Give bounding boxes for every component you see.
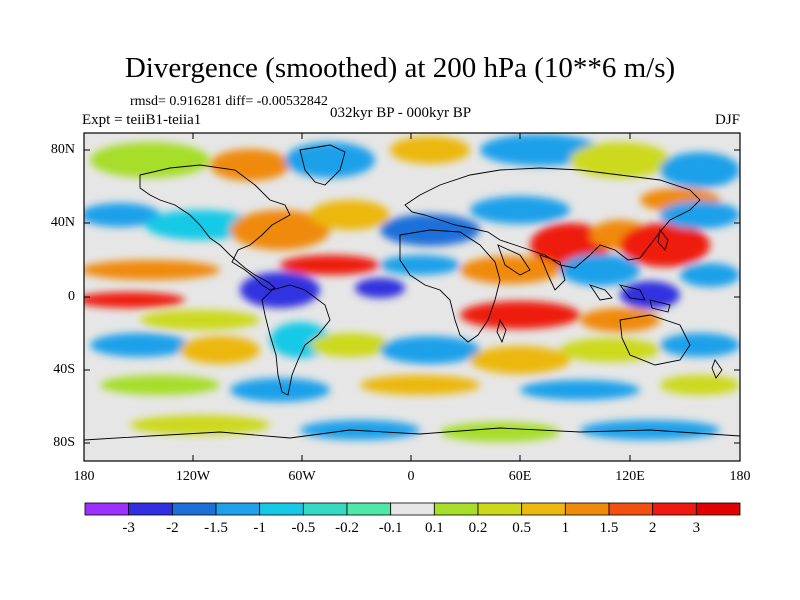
colorbar-swatch [84,502,130,516]
lon-label: 60W [288,469,316,484]
colorbar-label: 0.5 [512,520,532,536]
colorbar-label: -0.5 [291,520,316,536]
colorbar-label: 1 [561,520,570,536]
colorbar-swatch [346,502,392,516]
colorbar-swatch [652,502,697,516]
colorbar-label: -3 [122,520,135,536]
colorbar-label: -1 [253,520,266,536]
colorbar-label: -2 [166,520,179,536]
lat-label: 40S [53,362,75,377]
colorbar-label: -0.1 [378,520,403,536]
colorbar-swatch [477,502,523,516]
lat-label: 0 [68,289,75,304]
rmsd-text: rmsd= 0.916281 diff= -0.00532842 [130,94,328,109]
colorbar-swatch [608,502,654,516]
colorbar-swatch [390,502,435,516]
coastlines [84,144,740,441]
lat-label: 40N [50,215,75,230]
lat-label: 80N [50,142,75,157]
colorbar-label: 1.5 [599,520,619,536]
season-text: DJF [714,112,740,128]
map-field [84,133,740,461]
colorbar [84,502,741,516]
period-text: 032kyr BP - 000kyr BP [330,105,472,121]
colorbar-label: -0.2 [335,520,359,536]
colorbar-swatch [215,502,261,516]
colorbar-label: 2 [648,520,657,536]
map-title: Divergence (smoothed) at 200 hPa (10**6 … [124,52,676,84]
colorbar-swatch [171,502,217,516]
colorbar-label: 0.1 [424,520,444,536]
colorbar-label: 0.2 [468,520,488,536]
lon-label: 180 [729,469,751,484]
colorbar-swatch [433,502,479,516]
lat-label: 80S [53,435,75,450]
lat-ticks [84,149,740,444]
lon-label: 120E [615,469,645,484]
colorbar-label: 3 [692,520,701,536]
colorbar-swatch [128,502,173,516]
expt-text: Expt = teiiB1-teiia1 [82,112,202,128]
lon-ticks [83,133,741,461]
colorbar-swatch [521,502,566,516]
colorbar-swatch [695,502,741,516]
lon-label: 60E [508,469,532,484]
lon-label: 0 [407,469,415,484]
lon-label: 120W [175,469,211,484]
colorbar-swatch [564,502,610,516]
colorbar-swatch [302,502,348,516]
contour-fill [84,134,740,442]
lon-label: 180 [73,469,95,484]
colorbar-swatch [259,502,304,516]
colorbar-label: -1.5 [204,520,228,536]
